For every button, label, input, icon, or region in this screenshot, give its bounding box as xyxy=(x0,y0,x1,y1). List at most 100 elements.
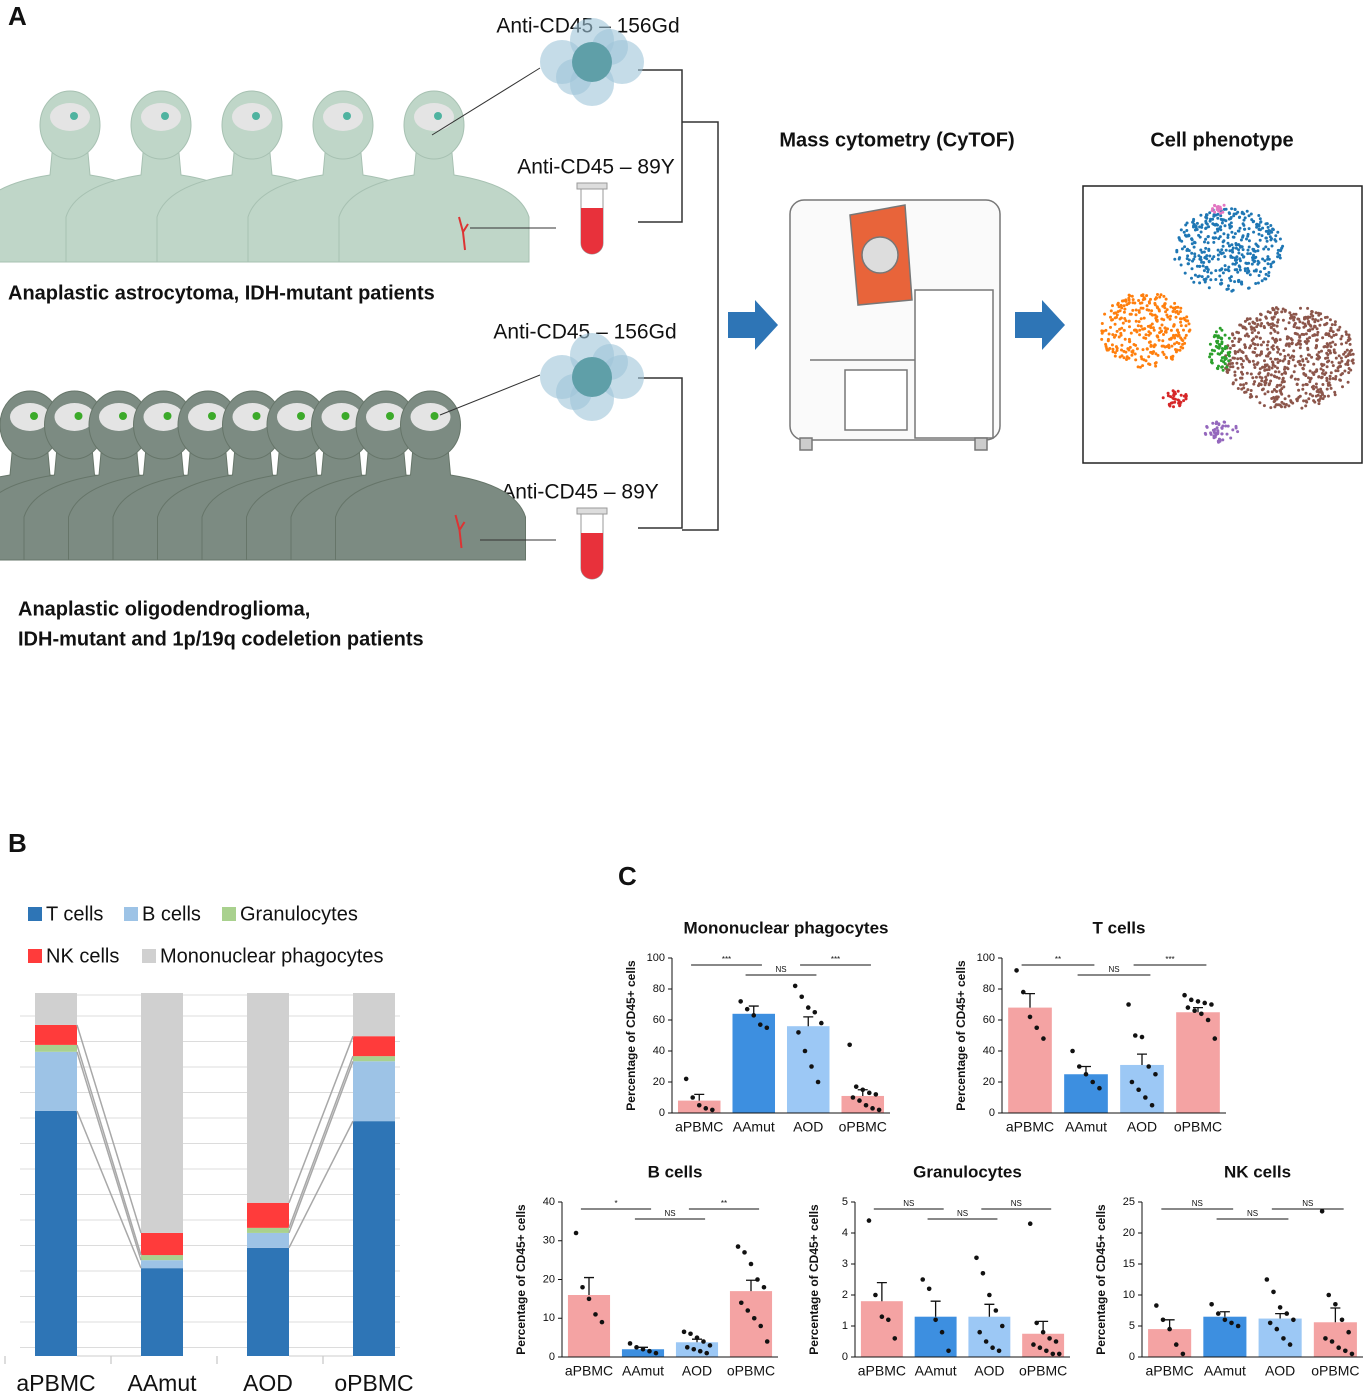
body xyxy=(338,152,530,263)
tsne-dot xyxy=(1247,214,1251,218)
tsne-dot xyxy=(1243,343,1247,347)
tsne-dot xyxy=(1221,349,1225,353)
tsne-dot xyxy=(1226,424,1230,428)
tsne-dot xyxy=(1223,268,1227,272)
tsne-dot xyxy=(1264,375,1268,379)
tsne-dot xyxy=(1204,227,1208,230)
tsne-dot xyxy=(1237,340,1241,344)
data-point xyxy=(691,1346,697,1352)
tsne-dot xyxy=(1250,339,1254,342)
bar-segment xyxy=(353,1121,395,1356)
tsne-dot xyxy=(1315,390,1319,393)
tsne-dot xyxy=(1284,403,1288,406)
tsne-dot xyxy=(1330,323,1334,327)
legend-label: Mononuclear phagocytes xyxy=(160,945,383,967)
tsne-dot xyxy=(1242,218,1246,222)
tsne-dot xyxy=(1241,248,1245,252)
tsne-dot xyxy=(1267,368,1271,371)
tsne-dot xyxy=(1237,251,1241,255)
tsne-dot xyxy=(1296,397,1300,401)
tsne-dot xyxy=(1218,344,1222,348)
tsne-dot xyxy=(1287,321,1291,325)
tsne-dot xyxy=(1334,356,1338,360)
tsne-dot xyxy=(1306,339,1310,343)
tsne-dot xyxy=(1251,350,1255,354)
error-bar xyxy=(803,1016,814,1027)
tsne-dot xyxy=(1237,264,1241,268)
tsne-dot xyxy=(1256,245,1260,248)
x-tick-label: AOD xyxy=(793,1119,823,1135)
tsne-dot xyxy=(1252,269,1256,273)
tsne-dot xyxy=(1308,336,1312,340)
data-point xyxy=(926,1286,932,1292)
tumor xyxy=(30,412,38,420)
tsne-dot xyxy=(1137,310,1141,314)
tsne-dot xyxy=(1276,357,1279,361)
brain xyxy=(414,103,454,131)
tsne-dot xyxy=(1263,277,1267,281)
y-tick-label: 40 xyxy=(653,1045,665,1057)
tsne-dot xyxy=(1305,341,1309,345)
tsne-dot xyxy=(1267,232,1271,236)
tsne-dot xyxy=(1306,346,1310,350)
tsne-dot xyxy=(1276,395,1280,399)
data-point xyxy=(599,1319,605,1325)
tsne-dot xyxy=(1188,328,1192,332)
data-point xyxy=(744,1006,750,1012)
tsne-dot xyxy=(1267,274,1271,278)
tsne-dot xyxy=(1253,366,1257,369)
legend-label: NK cells xyxy=(46,945,119,967)
data-point xyxy=(1215,1311,1221,1316)
tsne-dot xyxy=(1233,373,1237,377)
bar xyxy=(567,1295,611,1357)
tsne-dot xyxy=(1237,216,1241,219)
tsne-dot xyxy=(1276,307,1280,311)
tsne-dot xyxy=(1276,350,1280,354)
tsne-dot xyxy=(1247,239,1251,243)
tsne-dot xyxy=(1245,209,1249,213)
tsne-dot xyxy=(1327,332,1331,336)
tsne-dot xyxy=(1217,227,1221,231)
tsne-dot xyxy=(1223,358,1227,361)
tsne-dot xyxy=(1330,335,1334,339)
data-point xyxy=(1205,1017,1211,1023)
tsne-dot xyxy=(1109,309,1113,313)
tsne-dot xyxy=(1241,235,1245,239)
tsne-dot xyxy=(1267,247,1270,251)
tsne-dot xyxy=(1231,344,1235,348)
data-point xyxy=(870,1106,875,1111)
tsne-dot xyxy=(1253,347,1257,350)
tsne-dot xyxy=(1315,353,1319,357)
tsne-dot xyxy=(1115,349,1119,352)
tsne-dot xyxy=(1141,293,1145,297)
tsne-dot xyxy=(1170,355,1174,359)
tsne-dot xyxy=(1221,240,1225,244)
tsne-dot xyxy=(1139,324,1143,328)
data-point xyxy=(1053,1339,1059,1344)
bar xyxy=(860,1301,903,1357)
data-point xyxy=(1153,1071,1158,1077)
tsne-dot xyxy=(1155,305,1159,309)
data-point xyxy=(1277,1305,1283,1310)
tsne-dot xyxy=(1177,331,1180,335)
y-tick-label: 2 xyxy=(842,1289,848,1301)
tsne-dot xyxy=(1250,262,1254,266)
tsne-dot xyxy=(1114,345,1118,349)
tsne-dot xyxy=(1220,356,1224,360)
data-point xyxy=(742,1250,747,1255)
tsne-dot xyxy=(1222,203,1226,207)
tsne-dot xyxy=(1292,312,1296,316)
tsne-dot xyxy=(1285,335,1289,339)
x-tick-label: AOD xyxy=(974,1363,1004,1379)
tsne-dot xyxy=(1161,304,1165,308)
bar-segment xyxy=(353,1056,395,1062)
tsne-dot xyxy=(1118,317,1122,321)
tsne-dot xyxy=(1234,378,1238,382)
data-point xyxy=(980,1271,986,1276)
tsne-dot xyxy=(1227,354,1231,358)
tsne-dot xyxy=(1221,251,1225,255)
cytof-machine xyxy=(789,199,1001,451)
error-bar xyxy=(748,1005,759,1014)
tsne-dot xyxy=(1294,312,1298,316)
tsne-dot xyxy=(1212,213,1216,217)
